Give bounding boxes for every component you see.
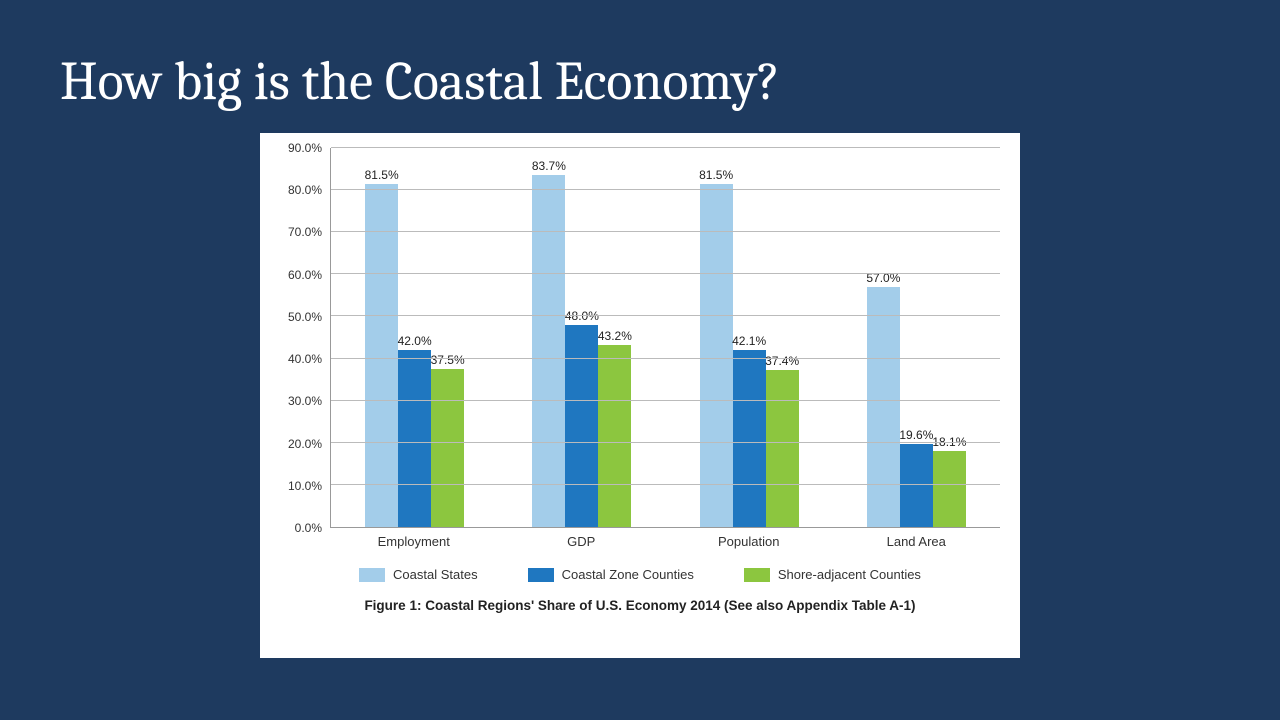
y-axis: 0.0%10.0%20.0%30.0%40.0%50.0%60.0%70.0%8…: [280, 148, 330, 528]
legend-item: Coastal States: [359, 567, 478, 582]
bar-value-label: 42.0%: [398, 334, 432, 348]
y-tick-label: 90.0%: [288, 141, 322, 155]
x-axis-label: Employment: [330, 528, 498, 549]
grid-line: [331, 273, 1000, 274]
bar: 42.1%: [733, 350, 766, 527]
bar-value-label: 19.6%: [899, 428, 933, 442]
y-tick-label: 20.0%: [288, 437, 322, 451]
bar: 18.1%: [933, 451, 966, 527]
legend-item: Coastal Zone Counties: [528, 567, 694, 582]
bars-layer: 81.5%42.0%37.5%83.7%48.0%43.2%81.5%42.1%…: [331, 148, 1000, 527]
bar-value-label: 83.7%: [532, 159, 566, 173]
bar-group: 81.5%42.0%37.5%: [331, 148, 498, 527]
grid-line: [331, 484, 1000, 485]
grid-line: [331, 358, 1000, 359]
legend-swatch: [744, 568, 770, 582]
legend-swatch: [359, 568, 385, 582]
y-tick-label: 70.0%: [288, 225, 322, 239]
grid-line: [331, 400, 1000, 401]
y-tick-label: 50.0%: [288, 310, 322, 324]
x-axis-label: Land Area: [833, 528, 1001, 549]
chart-panel: 0.0% 10.0% 20.0% 30.0% 40.0% 50.0% 60.0% 70.0% 8…: [260, 133, 1020, 658]
slide: How big is the Coastal Economy? 0.0% 10.0…: [0, 0, 1280, 720]
y-tick-label: 30.0%: [288, 394, 322, 408]
chart-caption: Figure 1: Coastal Regions' Share of U.S.…: [280, 598, 1000, 613]
bar: 19.6%: [900, 444, 933, 527]
grid-line: [331, 442, 1000, 443]
bar: 42.0%: [398, 350, 431, 527]
bar-value-label: 81.5%: [699, 168, 733, 182]
bar: 57.0%: [867, 287, 900, 527]
y-tick-label: 60.0%: [288, 268, 322, 282]
grid-line: [331, 189, 1000, 190]
slide-title: How big is the Coastal Economy?: [60, 50, 1220, 113]
x-axis-labels: EmploymentGDPPopulationLand Area: [330, 528, 1000, 549]
legend-label: Coastal States: [393, 567, 478, 582]
bar: 37.4%: [766, 370, 799, 527]
legend-swatch: [528, 568, 554, 582]
bar: 37.5%: [431, 369, 464, 527]
y-tick-label: 10.0%: [288, 479, 322, 493]
plot-wrap: 0.0%10.0%20.0%30.0%40.0%50.0%60.0%70.0%8…: [280, 148, 1000, 528]
chart-legend: Coastal States Coastal Zone Counties Shore…: [280, 567, 1000, 582]
bar: 81.5%: [365, 184, 398, 527]
x-axis-label: Population: [665, 528, 833, 549]
bar: 48.0%: [565, 325, 598, 527]
bar-group: 83.7%48.0%43.2%: [498, 148, 665, 527]
bar: 43.2%: [598, 345, 631, 527]
bar-value-label: 81.5%: [365, 168, 399, 182]
bar: 83.7%: [532, 175, 565, 527]
legend-label: Coastal Zone Counties: [562, 567, 694, 582]
y-tick-label: 0.0%: [295, 521, 322, 535]
bar: 81.5%: [700, 184, 733, 527]
bar-value-label: 37.4%: [765, 354, 799, 368]
bar-group: 57.0%19.6%18.1%: [833, 148, 1000, 527]
bar-value-label: 43.2%: [598, 329, 632, 343]
x-axis-label: GDP: [498, 528, 666, 549]
plot-area: 81.5%42.0%37.5%83.7%48.0%43.2%81.5%42.1%…: [330, 148, 1000, 528]
legend-label: Shore-adjacent Counties: [778, 567, 921, 582]
bar-value-label: 37.5%: [431, 353, 465, 367]
grid-line: [331, 231, 1000, 232]
legend-item: Shore-adjacent Counties: [744, 567, 921, 582]
bar-value-label: 42.1%: [732, 334, 766, 348]
grid-line: [331, 315, 1000, 316]
y-tick-label: 80.0%: [288, 183, 322, 197]
bar-group: 81.5%42.1%37.4%: [666, 148, 833, 527]
grid-line: [331, 147, 1000, 148]
y-tick-label: 40.0%: [288, 352, 322, 366]
